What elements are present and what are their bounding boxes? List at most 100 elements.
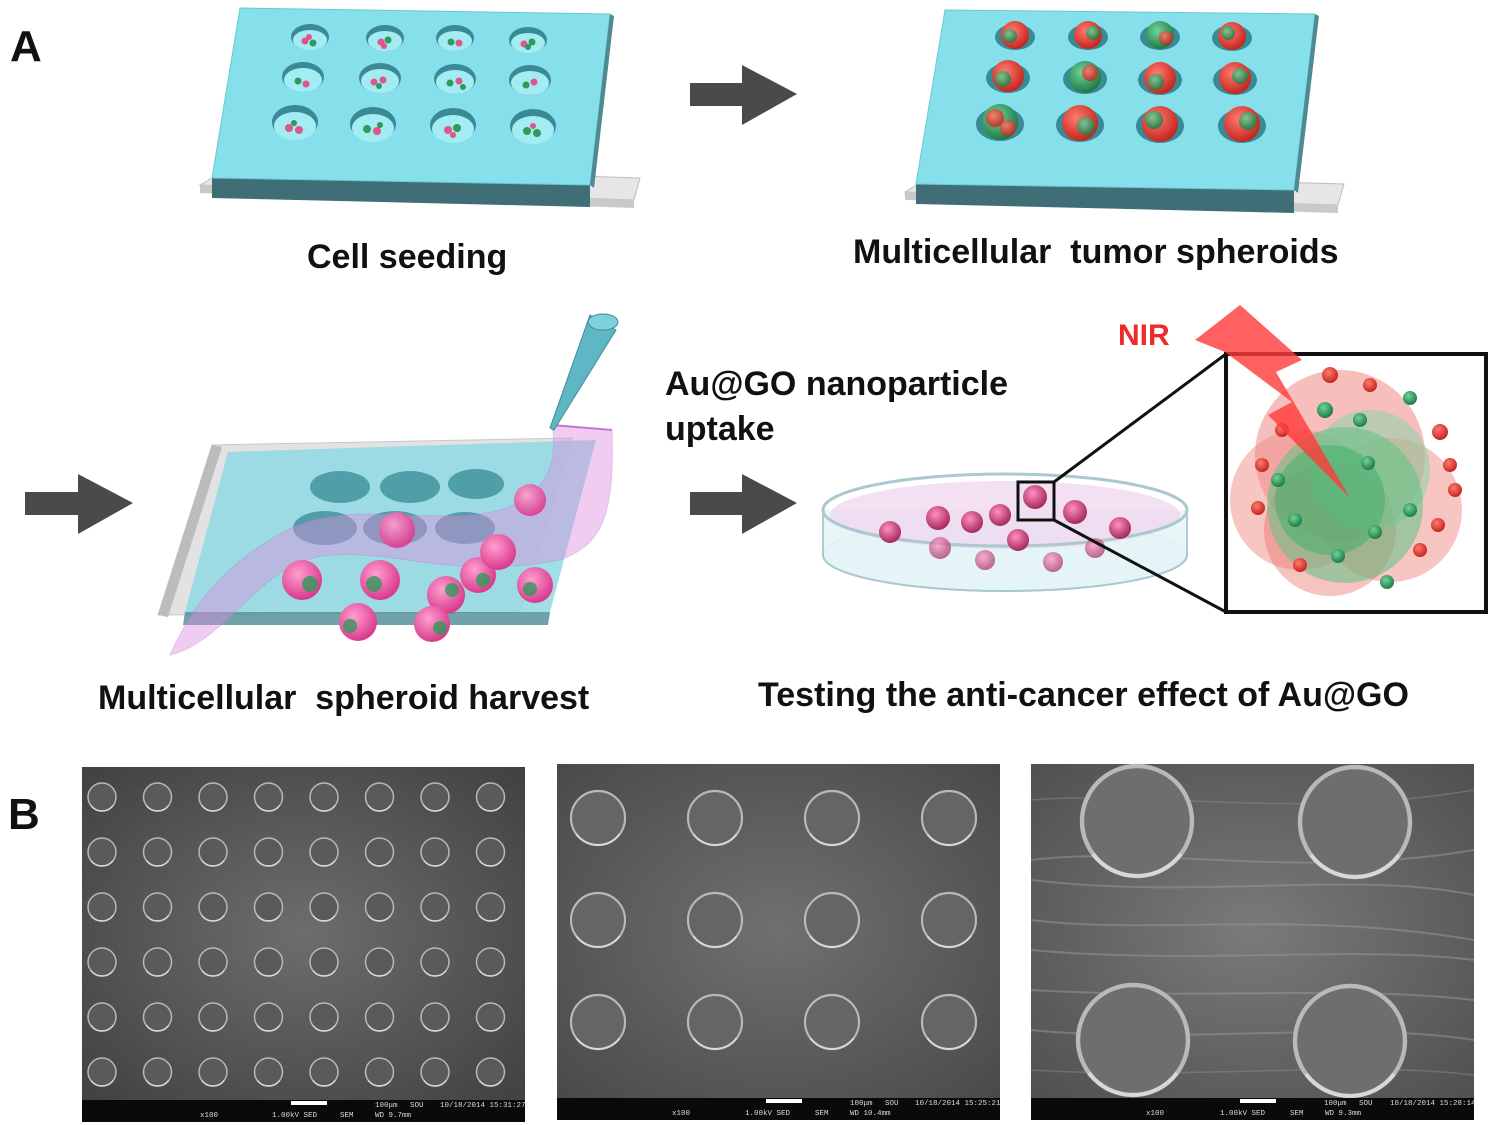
zoom-box-small [1016, 480, 1056, 522]
microwell-rim [145, 969, 170, 977]
sem-2-mode: SEM [815, 1110, 829, 1118]
microwell-rim [478, 1024, 503, 1032]
sem-1-scale-bar [291, 1101, 327, 1105]
microwell-rim [312, 804, 336, 812]
nir-lightning-icon [1195, 305, 1350, 498]
microwell-rim [692, 1037, 738, 1050]
microwell-rim [809, 935, 855, 948]
nir-label: NIR [1118, 319, 1170, 352]
sem-3-magnification: x100 [1146, 1110, 1165, 1118]
microwell-rim [256, 804, 281, 812]
microwell-rim [423, 1079, 447, 1087]
sem-2-wd: WD 10.4mm [850, 1110, 891, 1118]
pipette-tip-icon [549, 314, 617, 431]
microwell-rim [312, 1079, 336, 1087]
sem-1-magnification: x100 [200, 1112, 219, 1120]
microwell-rim [1091, 852, 1183, 878]
sem-3-mode: SEM [1290, 1110, 1304, 1118]
microwell-rim [312, 1024, 336, 1032]
microwell-rim [90, 914, 114, 922]
microwell-rim [256, 969, 281, 977]
microwell-rim [1309, 853, 1401, 879]
microwell-rim [201, 859, 225, 867]
microwell-rim [478, 804, 503, 812]
tumor-spheroids [982, 21, 1260, 142]
microwell-rim [575, 935, 621, 948]
sem-1-wd: WD 9.7mm [375, 1112, 412, 1120]
sem-2-dev-label: SOU [885, 1100, 899, 1108]
microwell-rim [312, 914, 336, 922]
seeded-cells [285, 34, 541, 138]
sem-3-microwell-grid [1075, 763, 1413, 1099]
microwell-rim [367, 1079, 392, 1087]
sem-1-dev-label: SOU [410, 1102, 424, 1110]
sem-2-microwell-grid [569, 789, 978, 1051]
spheroid-harvest-illustration [157, 313, 619, 656]
sem-3-scale-label: 100μm [1324, 1100, 1347, 1108]
microwell-rim [201, 1079, 225, 1087]
microwell-rim [145, 859, 170, 867]
microwell-rim [201, 1024, 225, 1032]
microwell-rim [90, 1024, 114, 1032]
sem-image-1 [82, 767, 525, 1122]
sem-3-wd: WD 9.3mm [1325, 1110, 1362, 1118]
microwell-rim [367, 969, 392, 977]
microwell-rim [1087, 1071, 1179, 1097]
microwell-rim [478, 969, 503, 977]
sem-1-microwell-grid [87, 782, 506, 1087]
microwell-rim [926, 833, 972, 846]
arrow-right-icon [690, 474, 797, 534]
sem-3-info-bar: 100μm SOU 10/18/2014 15:28:14 x100 1.00k… [1146, 1099, 1476, 1118]
sem-1-info-bar: 100μm SOU 10/18/2014 15:31:27 x100 1.00k… [200, 1101, 526, 1120]
microwell-rim [575, 833, 621, 846]
microwell-rim [478, 1079, 503, 1087]
microwell-rim [145, 914, 170, 922]
microwell-rim [367, 859, 392, 867]
sem-3-scale-bar [1240, 1099, 1276, 1103]
sem-2-info-bar: 100μm SOU 10/18/2014 15:25:21 x100 1.00k… [672, 1099, 1001, 1118]
sem-1-mode: SEM [340, 1112, 354, 1120]
microwell-rim [367, 914, 392, 922]
microwell-rim [367, 804, 392, 812]
sem-2-scale-label: 100μm [850, 1100, 873, 1108]
microwell-rim [423, 859, 447, 867]
microwell-rim [478, 914, 503, 922]
microwell-rim [90, 969, 114, 977]
microwell-rim [312, 969, 336, 977]
sem-2-datetime: 10/18/2014 15:25:21 [915, 1100, 1001, 1108]
cell-seeding-plate [198, 7, 641, 208]
microwell-rim [926, 935, 972, 948]
microwell-rim [90, 804, 114, 812]
arrow-right-icon [25, 474, 133, 534]
microwell-rim [692, 935, 738, 948]
microwell-rim [90, 859, 114, 867]
microwell-rim [312, 859, 336, 867]
microwell-rim [256, 859, 281, 867]
sem-2-magnification: x100 [672, 1110, 691, 1118]
caption-spheroid-harvest: Multicellular spheroid harvest [98, 679, 590, 717]
microwell-rim [423, 914, 447, 922]
sem-3-dev-label: SOU [1359, 1100, 1373, 1108]
sem-1-scale-label: 100μm [375, 1102, 398, 1110]
sem-1-voltage: 1.00kV SED [272, 1112, 318, 1120]
microwell-rim [575, 1037, 621, 1050]
microwell-rim [423, 969, 447, 977]
microwell-rim [201, 804, 225, 812]
harvested-spheroids [282, 484, 553, 642]
tumor-spheroid-plate [903, 9, 1345, 213]
caption-tumor-spheroids: Multicellular tumor spheroids [853, 233, 1339, 271]
microwell-rim [90, 1079, 114, 1087]
microwell-rim [201, 914, 225, 922]
sem-2-voltage: 1.00kV SED [745, 1110, 791, 1118]
sem-image-3 [1030, 763, 1475, 1120]
panel-letter-a: A [10, 22, 42, 71]
sem-2-scale-bar [766, 1099, 802, 1103]
sem-1-datetime: 10/18/2014 15:31:27 [440, 1102, 526, 1110]
microwell-rim [201, 969, 225, 977]
microwell-rim [809, 1037, 855, 1050]
petri-dish [821, 472, 1189, 592]
microwell-rim [145, 1079, 170, 1087]
sem-image-2 [557, 764, 1000, 1120]
microwell-rim [256, 1024, 281, 1032]
